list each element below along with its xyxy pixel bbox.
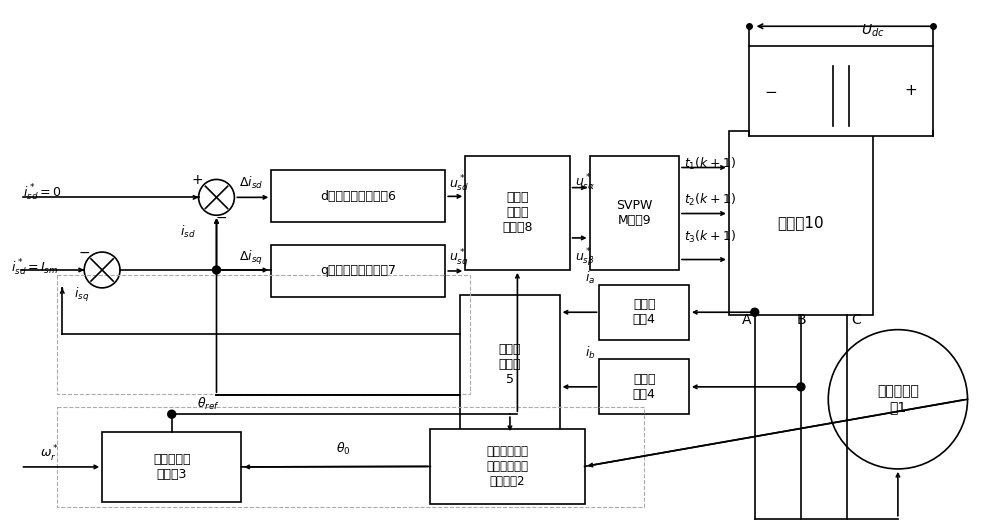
Text: $U_{dc}$: $U_{dc}$	[861, 23, 885, 40]
Bar	[590, 156, 679, 270]
Text: 坐标变
换模块
5: 坐标变 换模块 5	[499, 343, 521, 386]
Bar	[749, 46, 933, 135]
Bar	[430, 429, 585, 504]
Bar	[729, 131, 873, 315]
Circle shape	[751, 308, 759, 316]
Text: 逆变器10: 逆变器10	[778, 215, 824, 230]
Text: $t_3(k+1)$: $t_3(k+1)$	[684, 229, 736, 245]
Text: A: A	[742, 313, 751, 327]
Text: $i_{sq}$: $i_{sq}$	[74, 286, 89, 304]
Bar	[57, 407, 644, 507]
Bar	[271, 170, 445, 222]
Circle shape	[828, 330, 968, 469]
Text: $\Delta i_{sd}$: $\Delta i_{sd}$	[239, 176, 264, 191]
Text: $i_b$: $i_b$	[585, 344, 595, 361]
Circle shape	[213, 266, 220, 274]
Bar	[271, 245, 445, 297]
Text: $\theta_{ref}$: $\theta_{ref}$	[197, 396, 219, 412]
Bar	[465, 156, 570, 270]
Text: $i_{sd}$: $i_{sd}$	[180, 224, 195, 240]
Text: $\omega^*_r$: $\omega^*_r$	[40, 444, 59, 464]
Text: $t_1(k+1)$: $t_1(k+1)$	[684, 156, 736, 171]
Text: SVPW
M模块9: SVPW M模块9	[616, 199, 652, 227]
Text: $\theta_0$: $\theta_0$	[336, 441, 351, 457]
Circle shape	[199, 179, 234, 215]
Text: 永磁同步电
机1: 永磁同步电 机1	[877, 384, 919, 414]
Text: $u^*_{s\alpha}$: $u^*_{s\alpha}$	[575, 174, 595, 194]
Bar	[460, 295, 560, 434]
Text: −: −	[216, 211, 227, 225]
Bar	[599, 360, 689, 414]
Text: B: B	[797, 313, 806, 327]
Text: 电流传
感器4: 电流传 感器4	[633, 298, 656, 326]
Text: $u^*_{sd}$: $u^*_{sd}$	[449, 174, 469, 194]
Text: $u^*_{sq}$: $u^*_{sq}$	[449, 247, 469, 269]
Text: $i^*_{sd}=0$: $i^*_{sd}=0$	[23, 183, 61, 203]
Bar	[102, 432, 241, 501]
Text: $i^*_{sd}=I_{sm}$: $i^*_{sd}=I_{sm}$	[11, 258, 58, 278]
Text: $\Delta i_{sq}$: $\Delta i_{sq}$	[239, 249, 263, 267]
Circle shape	[84, 252, 120, 288]
Text: −: −	[78, 246, 90, 260]
Text: $i_a$: $i_a$	[585, 270, 595, 286]
Text: C: C	[851, 313, 861, 327]
Text: $t_2(k+1)$: $t_2(k+1)$	[684, 192, 736, 208]
Text: 位置给定计
算模块3: 位置给定计 算模块3	[153, 453, 190, 481]
Bar	[57, 275, 470, 394]
Bar	[599, 285, 689, 340]
Text: +: +	[192, 174, 203, 187]
Text: $u^*_{s\beta}$: $u^*_{s\beta}$	[575, 247, 594, 269]
Text: 旋转坐
标反变
换模块8: 旋转坐 标反变 换模块8	[502, 191, 533, 234]
Circle shape	[168, 410, 176, 418]
Text: 电流传
感器4: 电流传 感器4	[633, 373, 656, 401]
Text: 位置传感器模
块或无位置传
感器模块2: 位置传感器模 块或无位置传 感器模块2	[486, 445, 528, 488]
Circle shape	[797, 383, 805, 391]
Text: d轴电流环调节模块6: d轴电流环调节模块6	[320, 190, 396, 203]
Text: $-$: $-$	[764, 84, 777, 98]
Text: $+$: $+$	[904, 84, 917, 98]
Text: q轴电流环调节模块7: q轴电流环调节模块7	[320, 264, 396, 278]
